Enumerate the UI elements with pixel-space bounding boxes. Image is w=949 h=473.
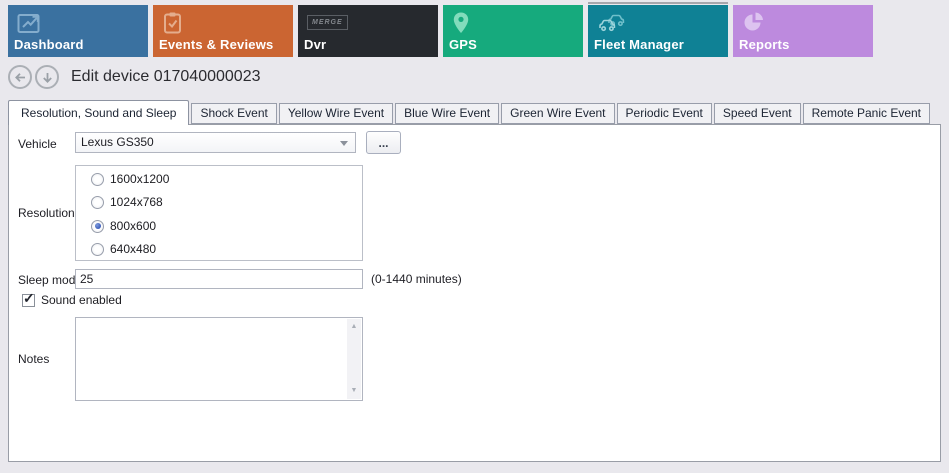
nav-tile-label: Dvr bbox=[304, 37, 327, 52]
chart-line-icon bbox=[17, 11, 44, 39]
sleep-mode-label: Sleep mode bbox=[18, 273, 83, 287]
tab-yellow-wire-event[interactable]: Yellow Wire Event bbox=[278, 103, 394, 124]
tab-content-panel: Vehicle Lexus GS350 ... Resolution 1600x… bbox=[8, 124, 941, 462]
nav-tile-label: Reports bbox=[739, 37, 790, 52]
scroll-up-icon[interactable]: ▲ bbox=[350, 323, 358, 330]
radio-icon[interactable] bbox=[91, 242, 104, 256]
sound-enabled-label: Sound enabled bbox=[41, 293, 122, 307]
radio-option-800x600[interactable]: 800x600 bbox=[85, 218, 156, 234]
nav-tile-fleet-manager[interactable]: Fleet Manager bbox=[588, 2, 728, 57]
nav-tile-dashboard[interactable]: Dashboard bbox=[8, 5, 148, 57]
nav-tile-gps[interactable]: GPS bbox=[443, 5, 583, 57]
tab-blue-wire-event[interactable]: Blue Wire Event bbox=[395, 103, 500, 124]
sound-checkbox[interactable] bbox=[22, 290, 35, 307]
radio-option-1024x768[interactable]: 1024x768 bbox=[85, 194, 163, 210]
notes-label: Notes bbox=[18, 352, 50, 366]
arrow-down-icon bbox=[42, 72, 52, 83]
resolution-label: Resolution bbox=[18, 206, 75, 220]
radio-option-640x480[interactable]: 640x480 bbox=[85, 241, 156, 257]
nav-tile-label: GPS bbox=[449, 37, 478, 52]
arrow-left-icon bbox=[14, 72, 25, 82]
tab-shock-event[interactable]: Shock Event bbox=[191, 103, 277, 124]
nav-tile-label: Events & Reviews bbox=[159, 37, 274, 52]
top-nav: Dashboard Events & Reviews MERGE Dvr GPS bbox=[8, 2, 873, 57]
vehicle-dropdown-value: Lexus GS350 bbox=[81, 135, 154, 149]
radio-icon[interactable] bbox=[91, 195, 104, 209]
tab-resolution-sound-sleep[interactable]: Resolution, Sound and Sleep bbox=[8, 100, 190, 125]
clipboard-check-icon bbox=[162, 11, 183, 40]
tab-strip: Resolution, Sound and Sleep Shock Event … bbox=[8, 100, 932, 125]
vehicle-dropdown[interactable]: Lexus GS350 bbox=[75, 132, 356, 153]
chevron-down-icon bbox=[340, 141, 348, 146]
radio-option-1600x1200[interactable]: 1600x1200 bbox=[85, 171, 169, 187]
scroll-down-icon[interactable]: ▼ bbox=[350, 387, 358, 394]
nav-tile-reports[interactable]: Reports bbox=[733, 5, 873, 57]
down-button[interactable] bbox=[35, 65, 59, 89]
nav-tile-events-reviews[interactable]: Events & Reviews bbox=[153, 5, 293, 57]
nav-tile-label: Fleet Manager bbox=[594, 37, 685, 52]
tab-periodic-event[interactable]: Periodic Event bbox=[616, 103, 712, 124]
map-pin-icon bbox=[452, 11, 470, 40]
tab-speed-event[interactable]: Speed Event bbox=[713, 103, 801, 124]
notes-scrollbar[interactable]: ▲ ▼ bbox=[347, 319, 361, 399]
pie-chart-icon bbox=[742, 11, 765, 39]
vehicle-browse-button[interactable]: ... bbox=[366, 131, 401, 154]
merge-logo-icon: MERGE bbox=[307, 11, 348, 30]
page-header: Edit device 017040000023 bbox=[8, 64, 261, 90]
resolution-group: 1600x1200 1024x768 800x600 640x480 bbox=[75, 165, 363, 261]
back-button[interactable] bbox=[8, 65, 32, 89]
vehicle-label: Vehicle bbox=[18, 137, 57, 151]
sleep-mode-input[interactable] bbox=[75, 269, 363, 289]
notes-textarea[interactable]: ▲ ▼ bbox=[75, 317, 363, 401]
tab-green-wire-event[interactable]: Green Wire Event bbox=[501, 103, 615, 124]
nav-tile-label: Dashboard bbox=[14, 37, 84, 52]
sleep-mode-hint: (0-1440 minutes) bbox=[371, 272, 462, 286]
fleet-cars-icon bbox=[597, 11, 629, 38]
radio-icon[interactable] bbox=[91, 219, 104, 233]
sound-enabled-row[interactable]: Sound enabled bbox=[16, 290, 122, 307]
tab-remote-panic-event[interactable]: Remote Panic Event bbox=[802, 103, 930, 124]
nav-tile-dvr[interactable]: MERGE Dvr bbox=[298, 5, 438, 57]
radio-icon[interactable] bbox=[91, 172, 104, 186]
page-title: Edit device 017040000023 bbox=[71, 68, 261, 85]
